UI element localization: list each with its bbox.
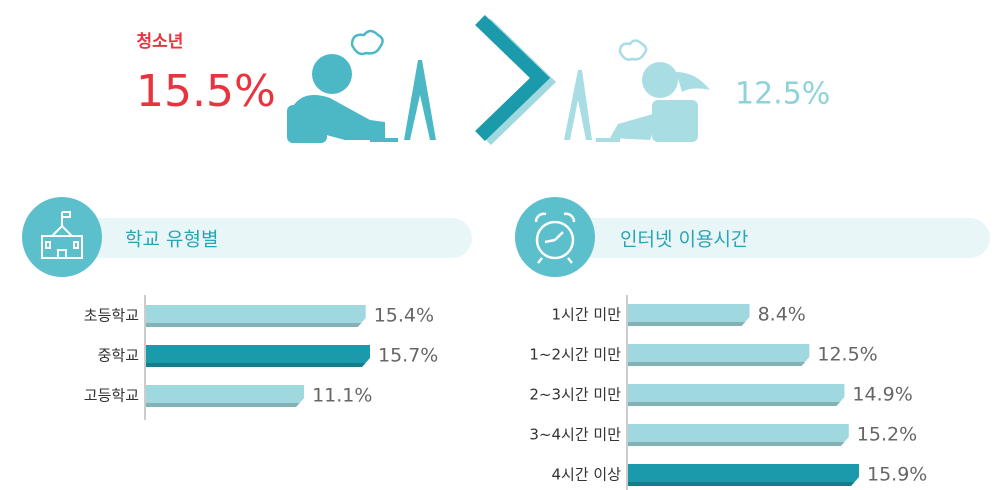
value-label: 15.2% — [857, 424, 917, 446]
bar — [146, 345, 370, 367]
category-label: 1~2시간 미만 — [529, 346, 621, 364]
category-label: 1시간 미만 — [551, 306, 621, 324]
category-label: 4시간 이상 — [551, 466, 621, 484]
value-label: 12.5% — [817, 344, 877, 366]
value-label: 15.4% — [374, 305, 434, 327]
header-right-value: 12.5% — [735, 77, 830, 112]
value-label: 8.4% — [758, 304, 806, 326]
category-label: 2~3시간 미만 — [529, 386, 621, 404]
bar-edge — [146, 363, 366, 367]
category-label: 초등학교 — [84, 307, 139, 325]
school-glyph — [41, 211, 83, 259]
chart-title: 학교 유형별 — [125, 229, 218, 251]
chart-title: 인터넷 이용시간 — [620, 229, 748, 251]
boy-figure — [287, 29, 436, 143]
bar — [628, 384, 845, 406]
bar — [628, 304, 750, 326]
bar-edge — [628, 482, 855, 486]
bar — [628, 344, 810, 366]
bar-edge — [628, 442, 845, 446]
value-label: 14.9% — [852, 384, 912, 406]
bar-edge — [628, 362, 806, 366]
bar-edge — [146, 403, 301, 407]
section-pill — [60, 218, 472, 258]
section-pill — [555, 218, 990, 258]
clock-glyph — [534, 212, 576, 264]
category-label: 고등학교 — [84, 387, 139, 405]
bar — [146, 385, 305, 407]
header-label: 청소년 — [137, 31, 184, 52]
bar-edge — [146, 323, 362, 327]
clock-icon — [515, 197, 595, 277]
bar — [628, 424, 849, 446]
category-label: 중학교 — [98, 347, 139, 365]
header-left-value: 15.5% — [136, 66, 276, 117]
value-label: 11.1% — [312, 385, 372, 407]
bar-edge — [628, 402, 841, 406]
bar — [628, 464, 859, 486]
value-label: 15.9% — [867, 464, 927, 486]
category-label: 3~4시간 미만 — [529, 426, 621, 444]
chevron — [475, 14, 551, 142]
value-label: 15.7% — [378, 345, 438, 367]
bar-edge — [628, 322, 746, 326]
girl-figure — [564, 39, 710, 142]
bar — [146, 305, 366, 327]
